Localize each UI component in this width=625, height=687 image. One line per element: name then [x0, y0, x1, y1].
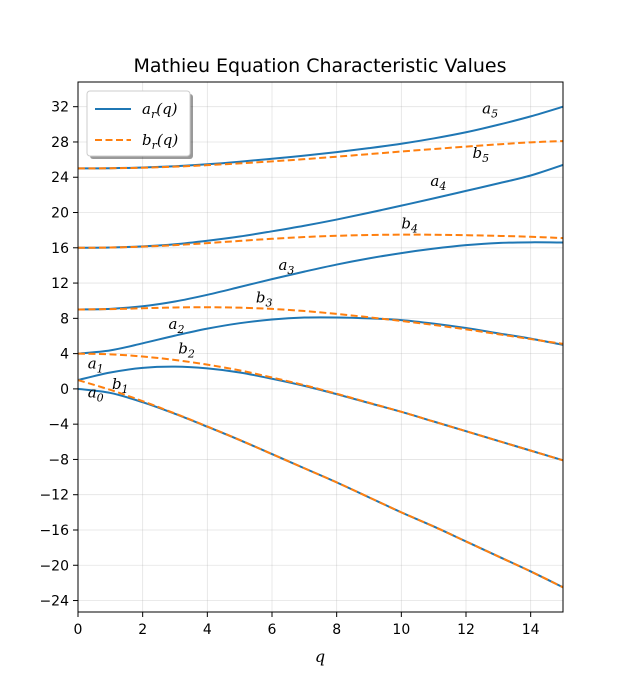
- axis-ticks: 0 2 4 6 8 10 12 14−24−20−16−12−8−40481216202428…: [39, 100, 539, 638]
- plot-frame: [77, 81, 564, 613]
- curve-label-b5: b5: [472, 144, 489, 165]
- series-lines: [77, 105, 564, 589]
- y-tick-label: 28: [51, 135, 69, 151]
- x-tick-label: 10: [392, 622, 410, 638]
- series-a3-line: [77, 241, 564, 311]
- x-tick-label: 14: [522, 622, 540, 638]
- x-tick-label: 4: [203, 622, 212, 638]
- curve-label-b4: b4: [401, 214, 418, 235]
- legend: ar(q) br(q): [86, 90, 193, 159]
- series-b1-line: [77, 379, 564, 589]
- x-tick-label: 6: [268, 622, 277, 638]
- y-tick-label: 16: [51, 241, 69, 257]
- x-tick-label: 2: [138, 622, 147, 638]
- series-b5-line: [77, 140, 564, 170]
- series-a2-line: [77, 316, 564, 355]
- legend-label: br(q): [142, 131, 178, 152]
- y-tick-label: 8: [60, 311, 69, 327]
- series-b3-line: [77, 306, 564, 345]
- y-tick-label: 32: [51, 100, 69, 116]
- y-tick-label: −24: [39, 594, 69, 610]
- curve-label-a2: a2: [169, 315, 185, 336]
- curve-label-a5: a5: [482, 100, 498, 121]
- curve-label-a0: a0: [88, 384, 104, 405]
- series-b4-line: [77, 233, 564, 249]
- curve-label-a3: a3: [278, 256, 294, 277]
- x-tick-label: 12: [457, 622, 475, 638]
- y-tick-label: 4: [60, 347, 69, 363]
- curve-label-a1: a1: [88, 355, 104, 376]
- series-b2-line: [77, 352, 564, 462]
- series-a4-line: [77, 163, 564, 249]
- chart-title: Mathieu Equation Characteristic Values: [133, 55, 506, 77]
- y-tick-label: 24: [51, 170, 69, 186]
- x-tick-label: 0: [74, 622, 83, 638]
- y-tick-label: 12: [51, 276, 69, 292]
- curve-label-b3: b3: [256, 288, 273, 309]
- curve-label-b1: b1: [112, 375, 129, 396]
- x-tick-label: 8: [332, 622, 341, 638]
- y-tick-label: −20: [39, 558, 69, 574]
- y-tick-label: −16: [39, 523, 69, 539]
- series-a5-line: [77, 105, 564, 170]
- y-tick-label: −8: [48, 452, 69, 468]
- x-axis-label: q: [315, 647, 325, 666]
- legend-label: ar(q): [142, 100, 178, 121]
- y-tick-label: 0: [60, 382, 69, 398]
- curve-label-b2: b2: [178, 340, 195, 361]
- y-tick-label: −12: [39, 488, 69, 504]
- curve-label-a4: a4: [430, 172, 446, 193]
- y-tick-label: 20: [51, 206, 69, 222]
- legend-box: [86, 90, 191, 157]
- y-tick-label: −4: [48, 417, 69, 433]
